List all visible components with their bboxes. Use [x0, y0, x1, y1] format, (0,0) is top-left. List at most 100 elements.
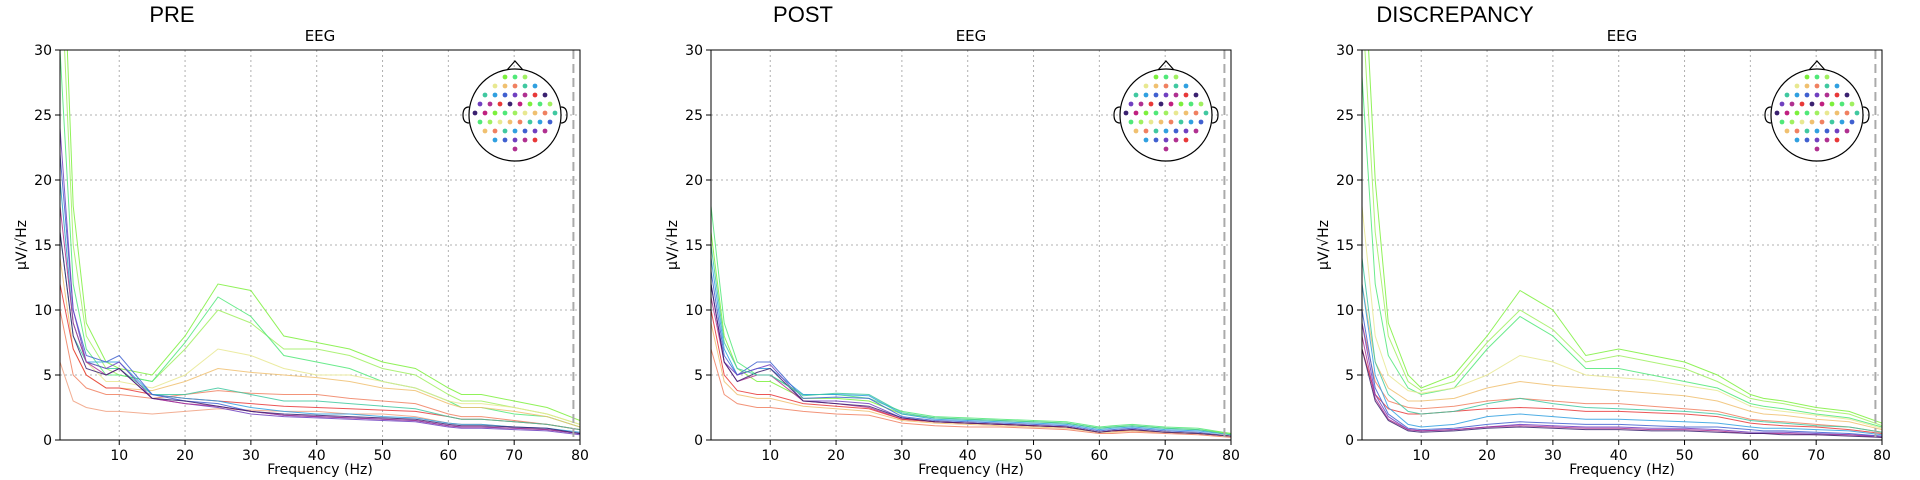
sensor-dot [512, 146, 518, 152]
sensor-dot [1123, 110, 1129, 116]
y-tick-label: 20 [685, 173, 703, 189]
sensor-dot [1779, 101, 1785, 107]
x-axis-label: Frequency (Hz) [918, 462, 1024, 478]
sensor-dot [472, 110, 478, 116]
series-line-7 [60, 283, 580, 431]
sensor-dot [482, 128, 488, 134]
sensor-dot [1128, 119, 1134, 125]
y-tick-label: 20 [34, 173, 52, 189]
sensor-dot [492, 128, 498, 134]
x-tick-label: 60 [439, 448, 457, 464]
sensor-dot [1133, 128, 1139, 134]
sensor-dot [1774, 110, 1780, 116]
sensor-dot [1834, 110, 1840, 116]
sensor-dot [1804, 128, 1810, 134]
sensor-dot [1814, 128, 1820, 134]
sensor-dot [1163, 146, 1169, 152]
sensor-dot [1844, 128, 1850, 134]
sensor-dot [1168, 101, 1174, 107]
sensor-dot [502, 128, 508, 134]
sensor-dot [492, 110, 498, 116]
sensor-dot [1819, 101, 1825, 107]
sensor-dot [1784, 128, 1790, 134]
y-axis-label: µV/√Hz [1316, 220, 1332, 270]
sensor-dot [502, 92, 508, 98]
sensor-dot [1163, 137, 1169, 143]
y-tick-label: 25 [685, 108, 703, 124]
sensor-dot [1138, 119, 1144, 125]
sensor-dot [1173, 92, 1179, 98]
head-ear-left [1113, 106, 1121, 124]
x-tick-label: 20 [176, 448, 194, 464]
sensor-dot [1198, 101, 1204, 107]
series-line-5 [60, 309, 580, 431]
sensor-dot [497, 119, 503, 125]
sensor-dot [1128, 101, 1134, 107]
sensor-dot [482, 92, 488, 98]
sensor-dot [1193, 92, 1199, 98]
sensor-dot [517, 119, 523, 125]
sensor-dot [1849, 101, 1855, 107]
sensor-dot [1143, 110, 1149, 116]
sensor-dot [1173, 110, 1179, 116]
sensor-dot [1814, 146, 1820, 152]
y-tick-label: 10 [685, 303, 703, 319]
x-tick-label: 20 [1478, 448, 1496, 464]
sensor-dot [487, 101, 493, 107]
x-tick-label: 80 [1222, 448, 1240, 464]
series-line-11 [1362, 335, 1882, 438]
series-line-7 [1362, 257, 1882, 433]
series-line-6 [60, 361, 580, 434]
sensor-dot [1173, 137, 1179, 143]
sensor-dot [497, 101, 503, 107]
sensor-dot [1163, 74, 1169, 80]
sensor-dot [527, 119, 533, 125]
sensor-dot [1183, 137, 1189, 143]
sensor-dot [1153, 92, 1159, 98]
sensor-dot [1158, 119, 1164, 125]
series-group [60, 50, 580, 436]
series-line-10 [711, 244, 1231, 436]
sensor-dot [1183, 128, 1189, 134]
series-group [711, 205, 1231, 438]
head-ear-right [1862, 106, 1870, 124]
sensor-dot [477, 119, 483, 125]
sensor-dot [1168, 119, 1174, 125]
sensor-dot [512, 137, 518, 143]
sensor-dot [547, 101, 553, 107]
series-line-3 [1362, 205, 1882, 429]
sensor-dot [532, 137, 538, 143]
sensor-dot [522, 128, 528, 134]
x-tick-label: 20 [827, 448, 845, 464]
sensor-dot [1824, 74, 1830, 80]
y-axis-label: µV/√Hz [14, 220, 30, 270]
sensor-dot [1824, 92, 1830, 98]
sensor-dot [1814, 83, 1820, 89]
x-tick-label: 70 [505, 448, 523, 464]
sensor-dot [1789, 101, 1795, 107]
head-nose [1157, 60, 1175, 71]
sensor-dot [1173, 83, 1179, 89]
head-ear-left [462, 106, 470, 124]
sensor-dot [1188, 119, 1194, 125]
sensor-dot [1148, 101, 1154, 107]
sensor-dot [1188, 101, 1194, 107]
sensor-dot [492, 83, 498, 89]
sensor-dot [1789, 119, 1795, 125]
x-tick-label: 80 [1873, 448, 1891, 464]
sensor-dot [512, 83, 518, 89]
series-line-8 [1362, 283, 1882, 436]
head-ear-right [1211, 106, 1219, 124]
sensor-dot [1794, 137, 1800, 143]
panel-subtitle: EEG [956, 27, 987, 45]
sensor-dot [1814, 92, 1820, 98]
sensor-dot [1829, 119, 1835, 125]
x-axis-label: Frequency (Hz) [1569, 462, 1675, 478]
sensor-dot [1809, 101, 1815, 107]
x-tick-label: 30 [893, 448, 911, 464]
sensor-dot [1794, 128, 1800, 134]
series-line-4 [1362, 283, 1882, 431]
sensor-dot [1143, 92, 1149, 98]
sensor-dot [1799, 101, 1805, 107]
